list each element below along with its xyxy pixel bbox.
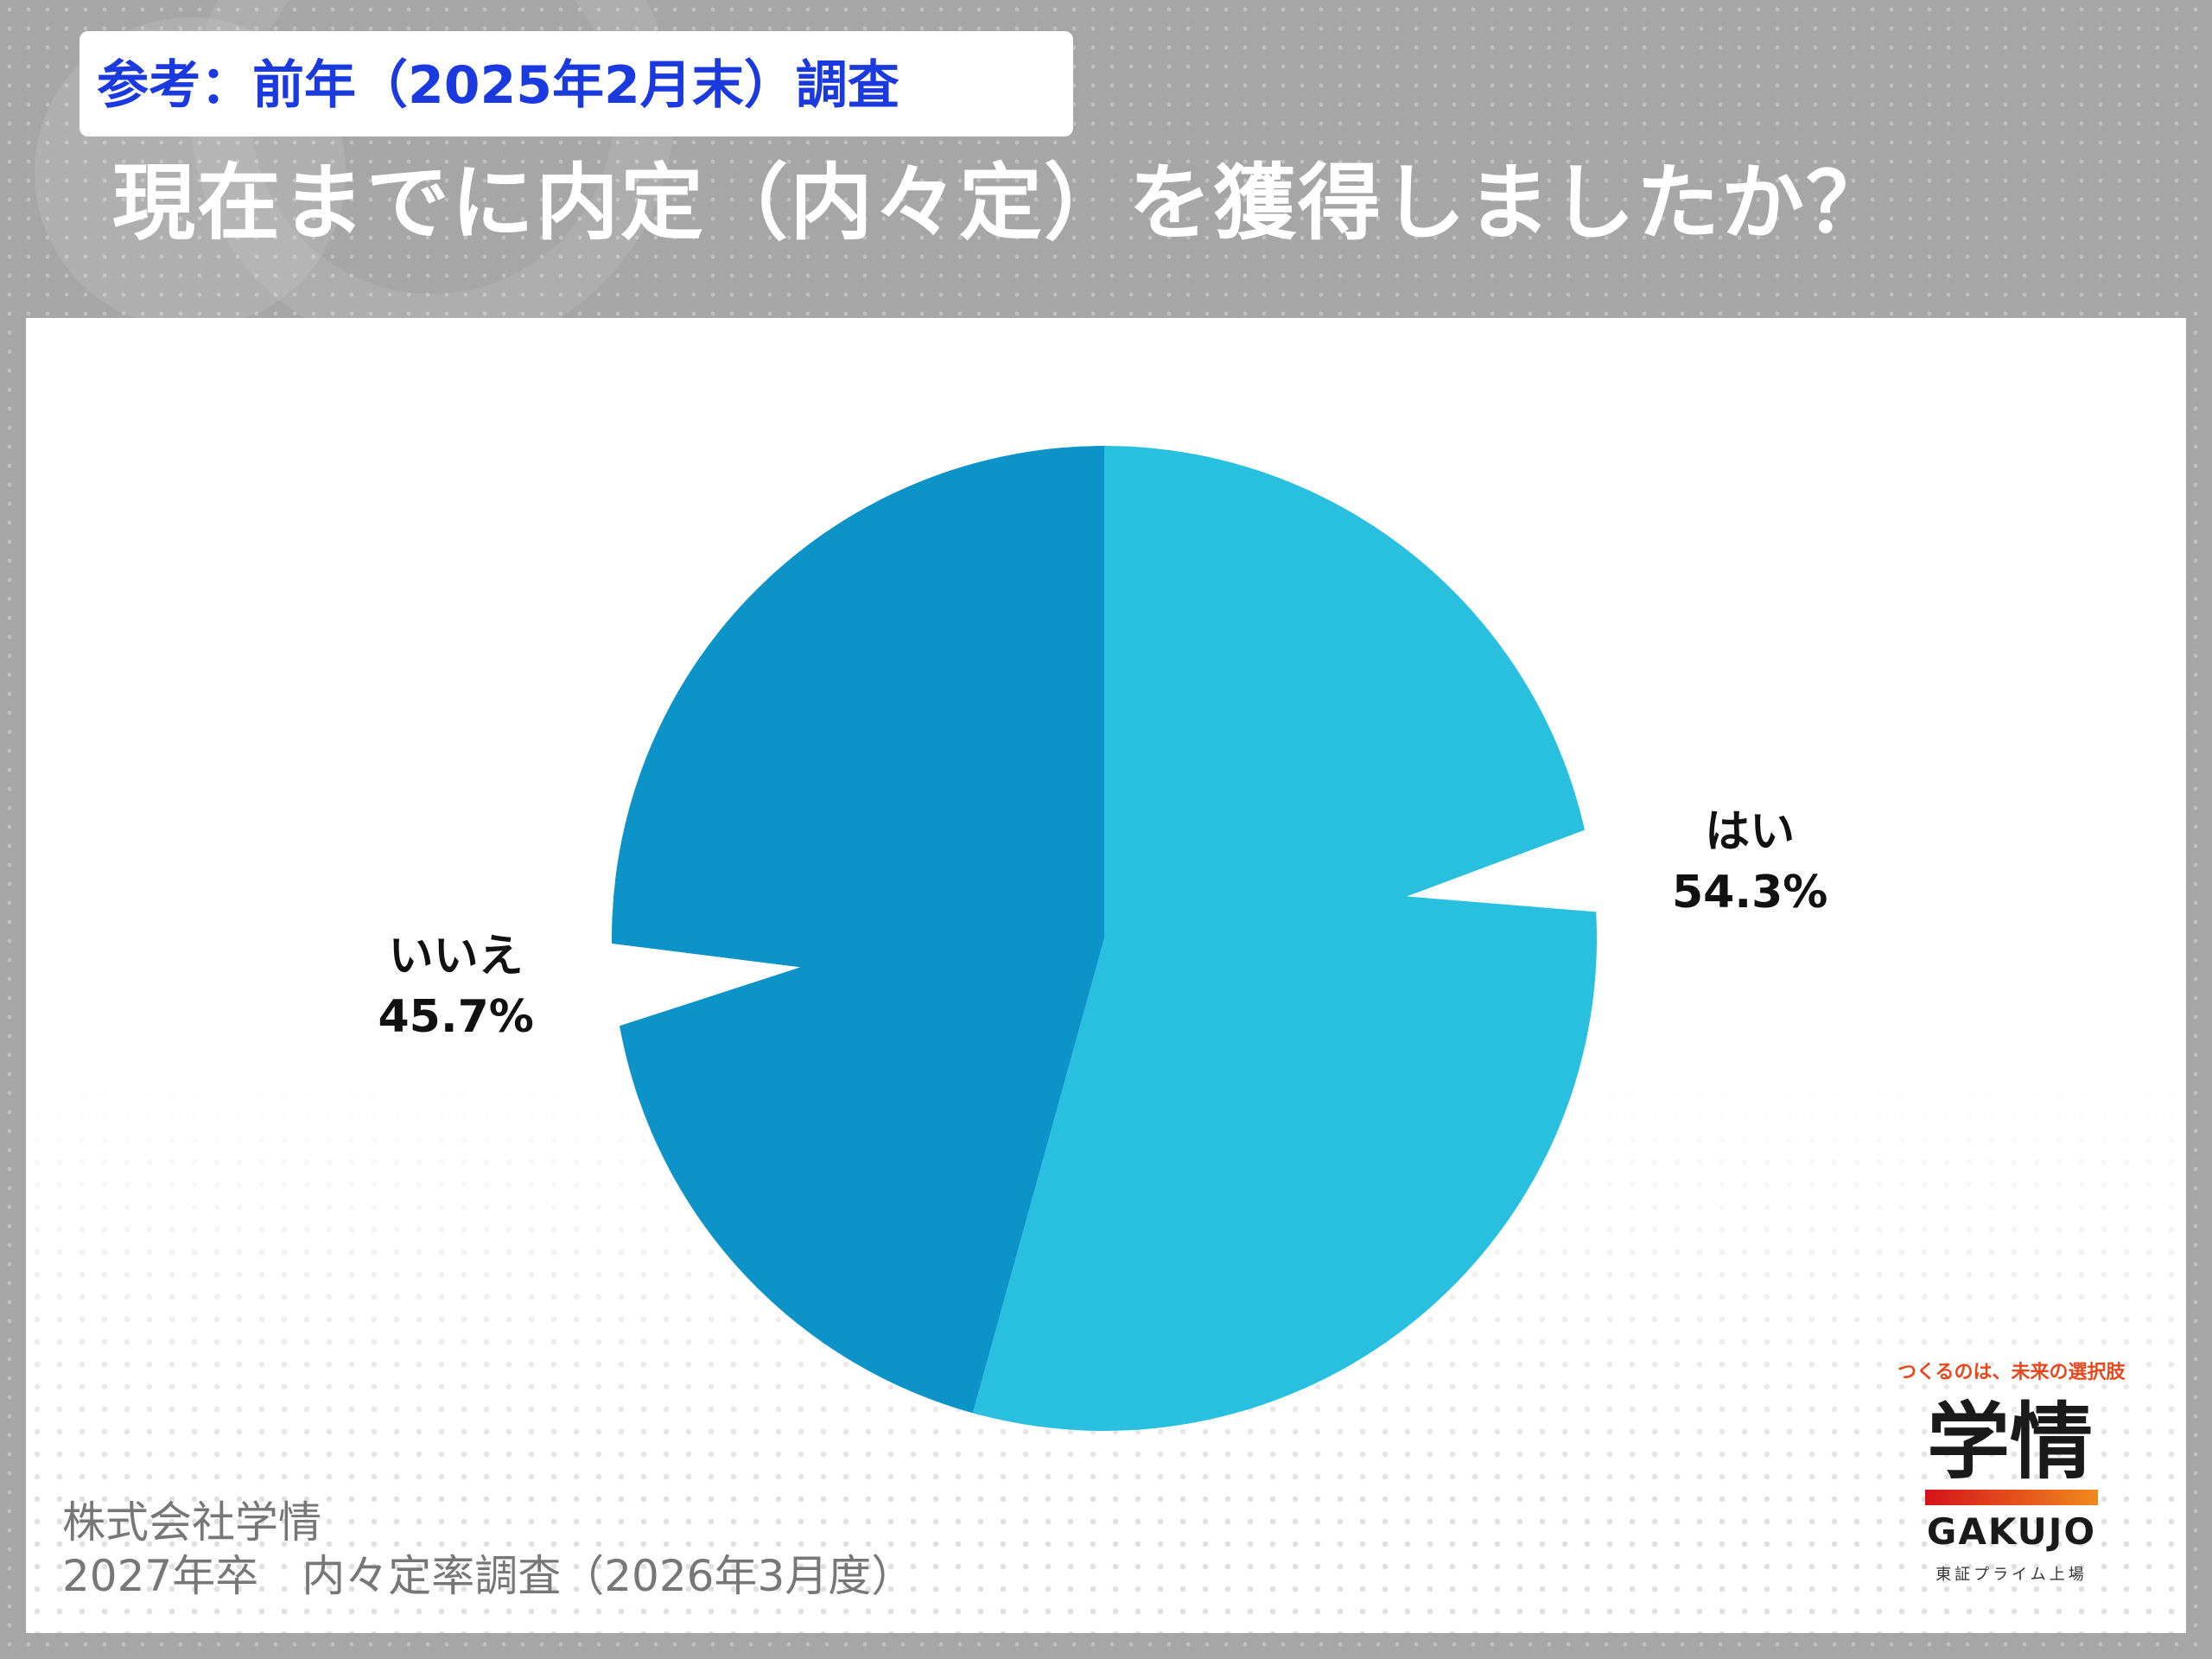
logo-mark: 学情: [1927, 1394, 2093, 1491]
callout-notch-0: [1407, 829, 1600, 912]
footer-survey: 2027年卒 内々定率調査（2026年3月度）: [62, 1551, 915, 1601]
logo-bar: [1925, 1490, 2098, 1505]
slice-label-yes: はい 54.3%: [1655, 802, 1845, 923]
chart-title: 現在までに内定（内々定）を獲得しましたか？: [112, 155, 1891, 251]
reference-tag: 参考：前年（2025年2月末）調査: [97, 55, 899, 116]
pie-slice-yes: [972, 446, 1598, 1431]
footer-company: 株式会社学情: [62, 1497, 321, 1548]
reference-tag-box: [79, 31, 1073, 137]
logo-wordmark: GAKUJO: [1926, 1510, 2097, 1553]
slice-label-no: いいえ 45.7%: [361, 926, 551, 1047]
logo-tagline: つくるのは、未来の選択肢: [1897, 1362, 2126, 1383]
logo-subtext: 東証プライム上場: [1936, 1566, 2088, 1584]
slice-label-yes-name: はい: [1705, 805, 1796, 858]
slice-label-yes-value: 54.3%: [1671, 866, 1828, 918]
slice-label-no-name: いいえ: [388, 931, 524, 983]
pie-slice-no: [612, 446, 1104, 1414]
slice-label-no-value: 45.7%: [378, 991, 534, 1044]
callout-notch-1: [608, 943, 801, 1027]
